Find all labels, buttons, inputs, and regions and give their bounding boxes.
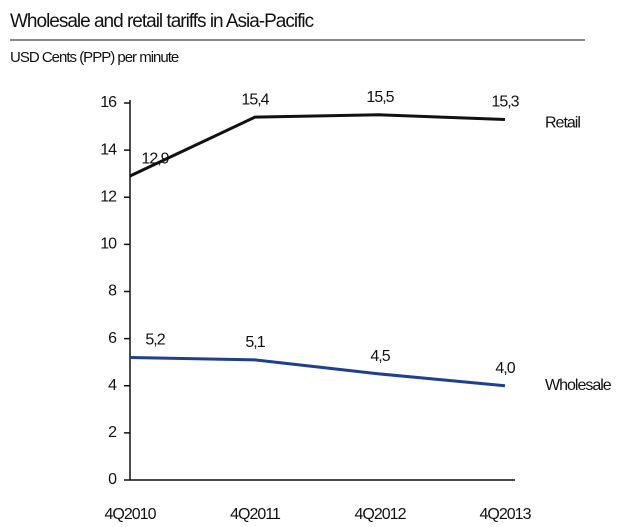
chart-title: Wholesale and retail tariffs in Asia-Pac… (10, 11, 314, 32)
data-label: 12,9 (141, 150, 169, 167)
y-tick-label: 16 (100, 94, 117, 111)
data-label: 15,3 (491, 94, 519, 111)
y-tick-label: 14 (100, 141, 117, 158)
x-tick-label: 4Q2011 (230, 506, 281, 523)
series-label: Retail (545, 115, 580, 132)
data-label: 15,4 (241, 91, 269, 108)
series-label: Wholesale (545, 377, 612, 394)
y-tick-label: 4 (108, 377, 117, 394)
series-line (129, 113, 506, 178)
data-label: 4,0 (495, 360, 515, 377)
data-label: 4,5 (370, 348, 390, 365)
x-tick-label: 4Q2010 (105, 506, 157, 523)
y-tick-label: 6 (108, 330, 117, 347)
y-tick-label: 2 (108, 424, 117, 441)
series-line (129, 355, 506, 388)
x-tick-label: 4Q2012 (355, 506, 407, 523)
data-label: 5,2 (145, 332, 165, 349)
y-tick-label: 0 (108, 471, 117, 488)
chart-subtitle: USD Cents (PPP) per minute (10, 49, 179, 66)
y-tick-label: 8 (108, 283, 117, 300)
data-label: 15,5 (366, 89, 394, 106)
data-label: 5,1 (245, 334, 265, 351)
y-tick-label: 12 (100, 188, 117, 205)
y-tick-label: 10 (100, 236, 117, 253)
x-tick-label: 4Q2013 (480, 506, 532, 523)
